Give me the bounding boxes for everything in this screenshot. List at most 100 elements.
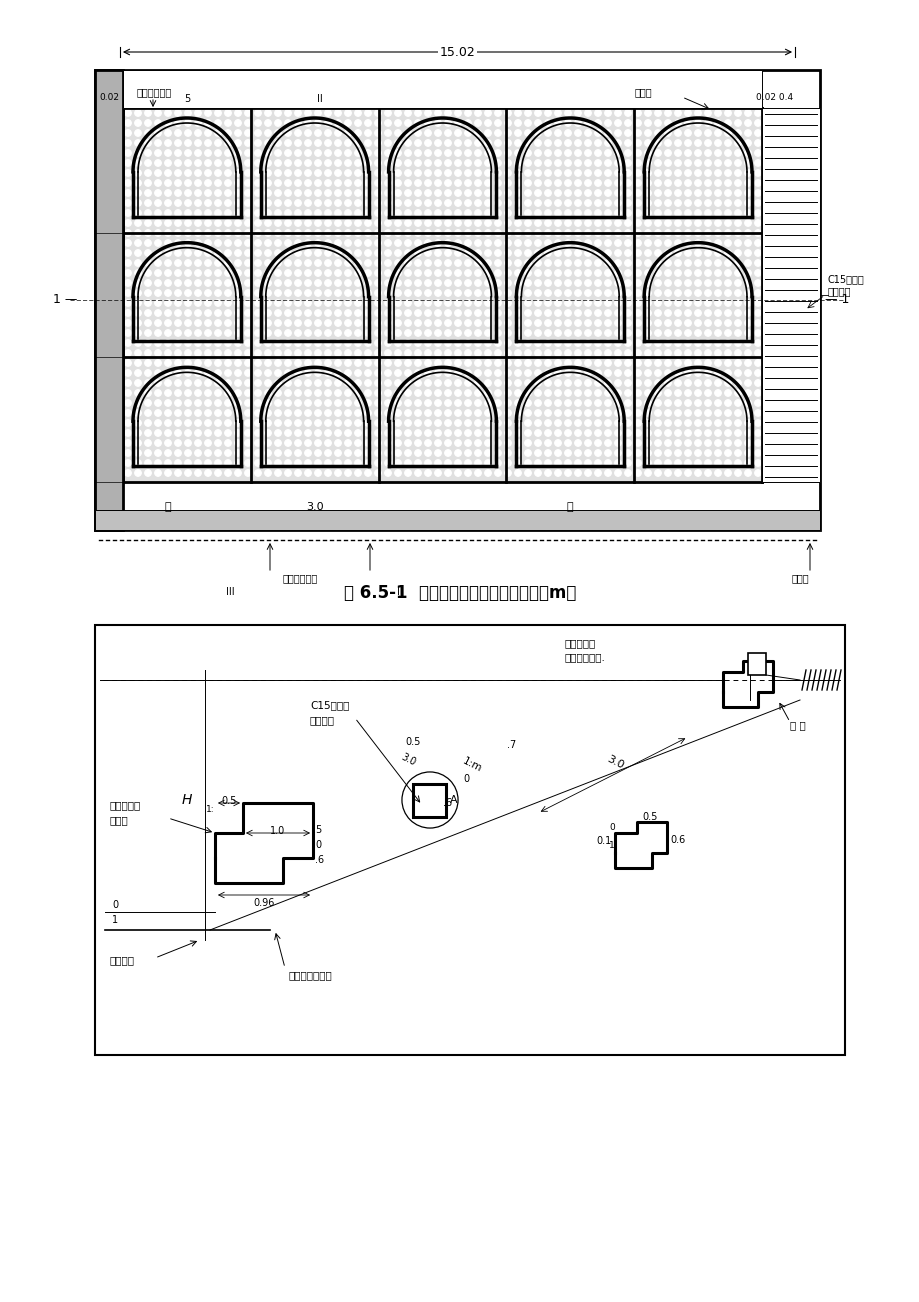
Circle shape [714, 370, 720, 376]
Circle shape [195, 449, 201, 456]
Circle shape [754, 460, 760, 466]
Circle shape [125, 400, 131, 406]
Circle shape [324, 370, 331, 376]
Circle shape [515, 139, 521, 146]
Circle shape [374, 410, 380, 417]
Circle shape [435, 460, 441, 466]
Circle shape [275, 210, 281, 216]
Circle shape [345, 199, 351, 206]
Circle shape [404, 389, 411, 396]
Circle shape [285, 150, 291, 156]
Circle shape [285, 449, 291, 456]
Circle shape [234, 389, 241, 396]
Circle shape [394, 229, 401, 236]
Circle shape [505, 160, 511, 167]
Circle shape [624, 229, 630, 236]
Circle shape [744, 250, 751, 256]
Circle shape [365, 130, 370, 137]
Circle shape [664, 290, 671, 296]
Circle shape [125, 220, 131, 227]
Circle shape [324, 199, 331, 206]
Text: 0.1: 0.1 [596, 836, 611, 846]
Circle shape [554, 449, 561, 456]
Circle shape [734, 150, 741, 156]
Circle shape [564, 240, 571, 246]
Circle shape [265, 260, 271, 266]
Circle shape [684, 460, 690, 466]
Circle shape [255, 419, 261, 426]
Circle shape [754, 290, 760, 296]
Circle shape [734, 370, 741, 376]
Circle shape [265, 130, 271, 137]
Circle shape [694, 350, 700, 357]
Circle shape [614, 130, 620, 137]
Circle shape [574, 440, 581, 447]
Circle shape [244, 250, 251, 256]
Circle shape [534, 270, 540, 276]
Circle shape [384, 210, 391, 216]
Circle shape [214, 410, 221, 417]
Circle shape [255, 400, 261, 406]
Circle shape [454, 220, 460, 227]
Circle shape [185, 180, 191, 186]
Circle shape [634, 410, 641, 417]
Circle shape [674, 400, 680, 406]
Circle shape [335, 220, 341, 227]
Circle shape [324, 380, 331, 387]
Circle shape [554, 210, 561, 216]
Circle shape [664, 389, 671, 396]
Circle shape [664, 350, 671, 357]
Circle shape [324, 120, 331, 126]
Circle shape [374, 199, 380, 206]
Circle shape [144, 130, 151, 137]
Circle shape [265, 460, 271, 466]
Circle shape [294, 359, 301, 366]
Circle shape [644, 389, 651, 396]
Circle shape [614, 199, 620, 206]
Circle shape [524, 229, 530, 236]
Circle shape [365, 229, 370, 236]
Circle shape [714, 250, 720, 256]
Circle shape [654, 460, 661, 466]
Circle shape [144, 400, 151, 406]
Circle shape [384, 240, 391, 246]
Circle shape [505, 440, 511, 447]
Circle shape [474, 180, 481, 186]
Circle shape [724, 220, 731, 227]
Circle shape [554, 440, 561, 447]
Circle shape [574, 190, 581, 197]
Circle shape [595, 320, 600, 327]
Circle shape [324, 460, 331, 466]
Circle shape [714, 139, 720, 146]
Circle shape [595, 449, 600, 456]
Circle shape [435, 190, 441, 197]
Circle shape [214, 150, 221, 156]
Circle shape [654, 380, 661, 387]
Circle shape [414, 440, 421, 447]
Circle shape [624, 190, 630, 197]
Circle shape [604, 120, 610, 126]
Circle shape [724, 310, 731, 316]
Circle shape [165, 460, 171, 466]
Circle shape [734, 199, 741, 206]
Circle shape [534, 389, 540, 396]
Circle shape [365, 160, 370, 167]
Circle shape [454, 169, 460, 176]
Circle shape [205, 460, 211, 466]
Circle shape [185, 190, 191, 197]
Circle shape [224, 440, 231, 447]
Circle shape [365, 449, 370, 456]
Circle shape [285, 320, 291, 327]
Circle shape [304, 169, 311, 176]
Circle shape [604, 210, 610, 216]
Circle shape [154, 240, 161, 246]
Text: 3.0: 3.0 [399, 753, 416, 768]
Circle shape [214, 220, 221, 227]
Circle shape [255, 290, 261, 296]
Circle shape [335, 210, 341, 216]
Circle shape [724, 139, 731, 146]
Circle shape [544, 389, 550, 396]
Circle shape [724, 120, 731, 126]
Circle shape [704, 340, 710, 346]
Circle shape [694, 290, 700, 296]
